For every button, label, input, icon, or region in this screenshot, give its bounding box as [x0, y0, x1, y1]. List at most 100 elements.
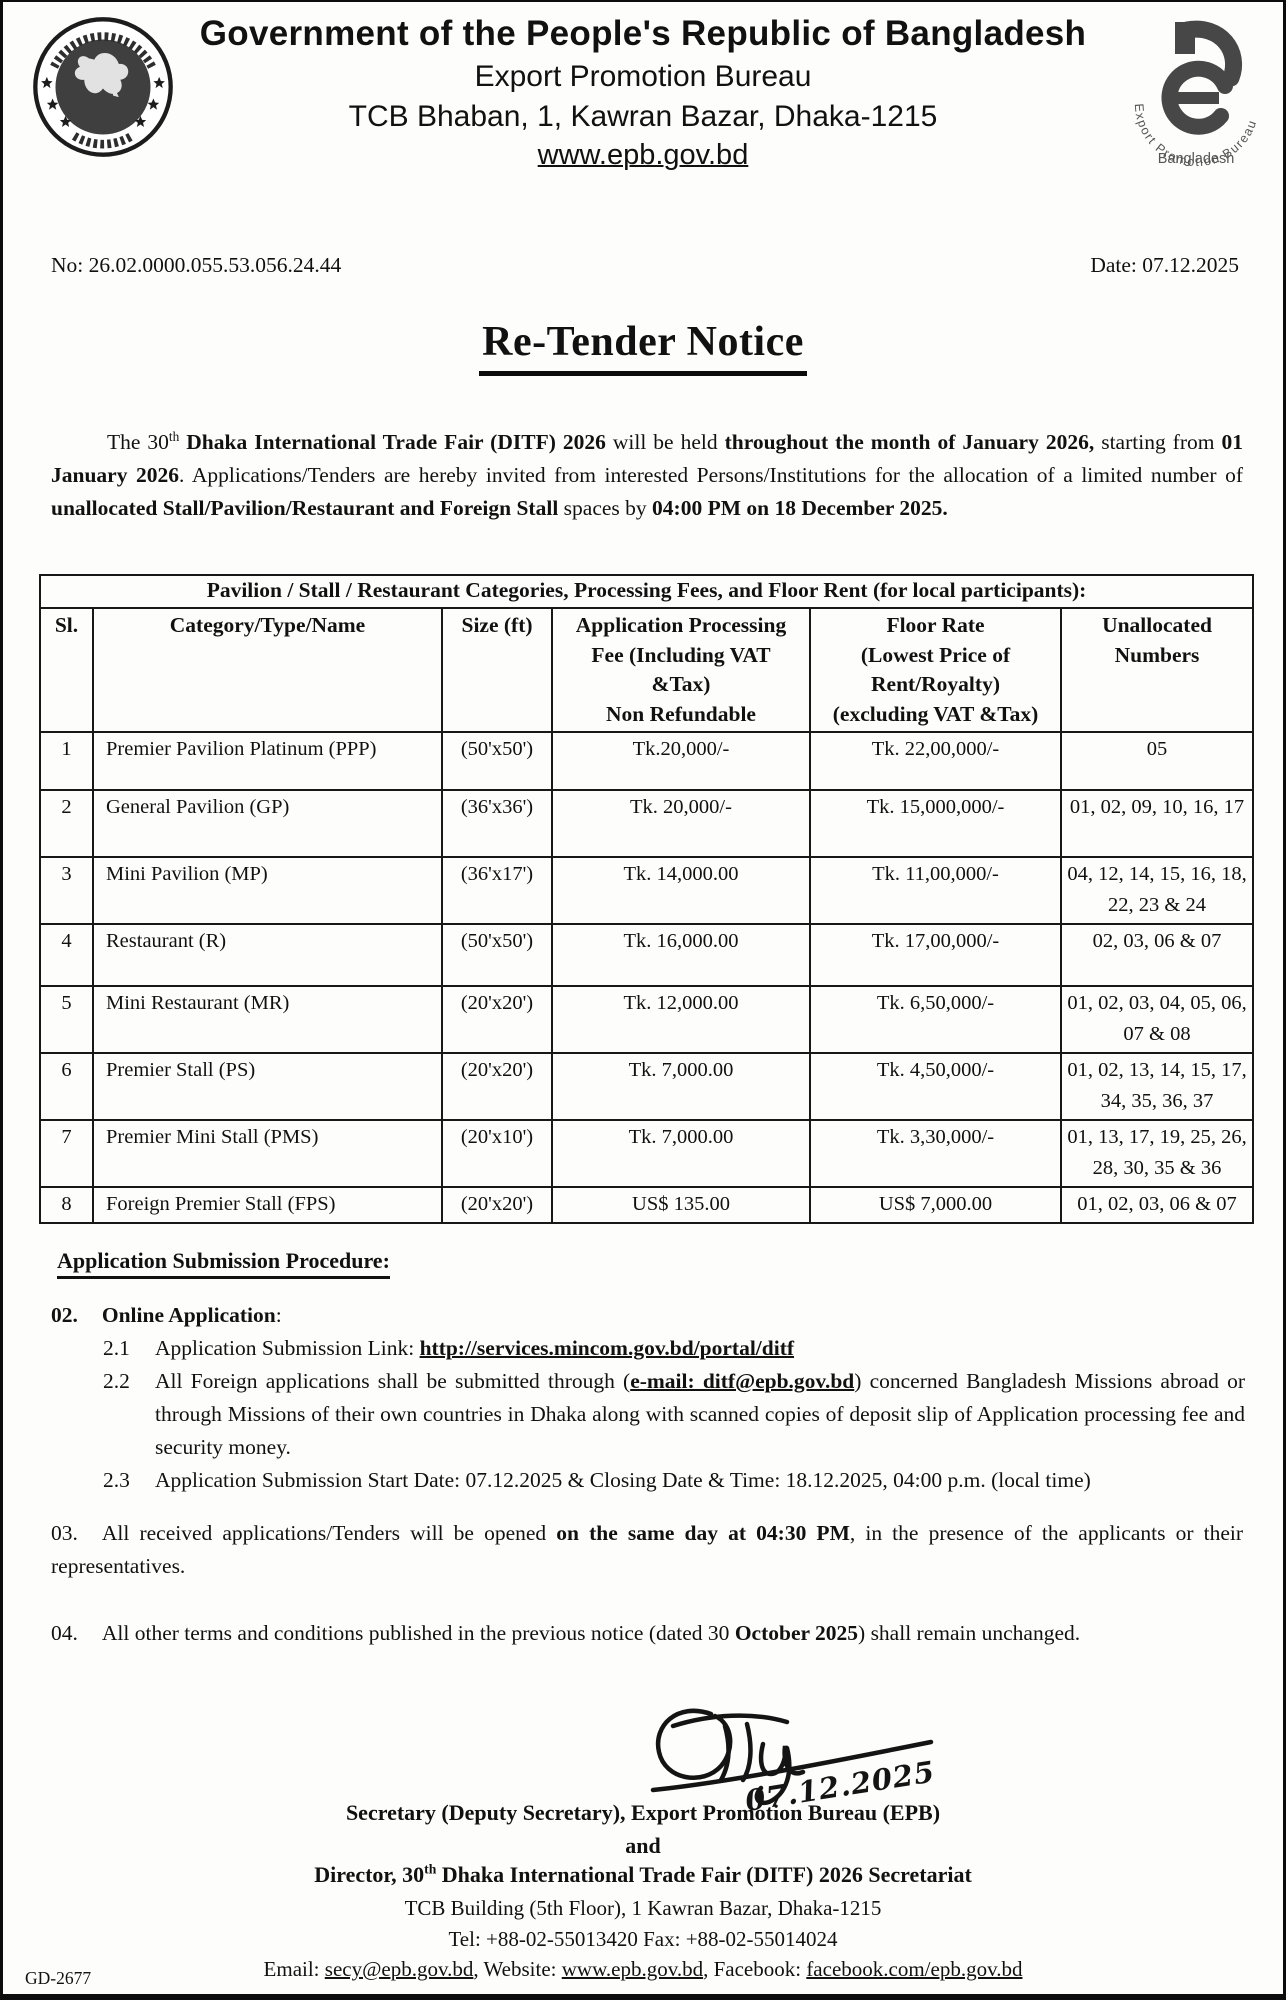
item-number: 2.1 [103, 1336, 130, 1360]
cell-fee: Tk. 20,000/- [551, 789, 811, 858]
categories-table: Pavilion / Stall / Restaurant Categories… [38, 574, 1255, 1224]
cell-category: Premier Pavilion Platinum (PPP) [92, 731, 443, 791]
cell-size: (50'x50') [441, 731, 553, 791]
col-header-floor-line: (excluding VAT &Tax) [832, 701, 1039, 726]
col-header-category: Category/Type/Name [92, 607, 443, 733]
cell-unallocated: 01, 02, 03, 04, 05, 06, 07 & 08 [1059, 985, 1255, 1054]
cell-floor-rate: Tk. 3,30,000/- [809, 1119, 1062, 1188]
cell-category: Restaurant (R) [92, 923, 443, 987]
title-wrap: Re-Tender Notice [3, 318, 1283, 376]
table-row: 6 Premier Stall (PS) (20'x20') Tk. 7,000… [39, 1052, 1255, 1121]
secretary-email-link[interactable]: secy@epb.gov.bd [324, 1957, 474, 1981]
item-number: 04. [51, 1621, 78, 1645]
signatory-text: Director, 30 [314, 1862, 425, 1887]
cell-fee: Tk. 7,000.00 [551, 1052, 811, 1121]
item-text: ) concerned Bangladesh Missions abroad o… [155, 1369, 1245, 1459]
signatory-line-2: Director, 30th Dhaka International Trade… [3, 1862, 1283, 1888]
cell-floor-rate: Tk. 17,00,000/- [809, 923, 1062, 987]
table-header-row: Sl. Category/Type/Name Size (ft) Applica… [39, 607, 1255, 733]
cell-unallocated: 05 [1059, 731, 1255, 791]
col-header-floor-line: Floor Rate [886, 613, 985, 637]
bureau-address: TCB Bhaban, 1, Kawran Bazar, Dhaka-1215 [348, 100, 938, 133]
intro-bold: throughout the month of January 2026, [724, 430, 1095, 454]
col-header-size: Size (ft) [441, 607, 553, 733]
cell-category: Mini Restaurant (MR) [92, 985, 443, 1054]
procedure-item-04: 04. All other terms and conditions publis… [51, 1617, 1243, 1650]
procedure-item-2-1: 2.1 Application Submission Link: http://… [103, 1332, 1245, 1365]
cell-sl: 7 [39, 1119, 94, 1188]
intro-text: spaces by [558, 496, 653, 520]
item-text: All other terms and conditions published… [101, 1621, 735, 1645]
cell-sl: 6 [39, 1052, 94, 1121]
item-text: Application Submission Link: [155, 1336, 420, 1360]
cell-sl: 3 [39, 856, 94, 925]
cell-unallocated: 01, 13, 17, 19, 25, 26, 28, 30, 35 & 36 [1059, 1119, 1255, 1188]
table-caption: Pavilion / Stall / Restaurant Categories… [38, 574, 1255, 609]
procedure-item-02: 02. Online Application: [51, 1299, 1243, 1332]
intro-bold: Dhaka International Trade Fair (DITF) 20… [179, 430, 606, 454]
cell-floor-rate: Tk. 22,00,000/- [809, 731, 1062, 791]
col-header-unalloc-line: Numbers [1114, 642, 1200, 667]
col-header-fee-line: Non Refundable [606, 701, 756, 726]
col-header-floor-line: Rent/Royalty) [871, 672, 1000, 696]
ditf-email-link[interactable]: e-mail: ditf@epb.gov.bd [630, 1369, 855, 1393]
cell-fee: Tk. 14,000.00 [551, 856, 811, 925]
epb-logo-country-text: Bangladesh [1158, 151, 1235, 167]
table-row: 3 Mini Pavilion (MP) (36'x17') Tk. 14,00… [39, 856, 1255, 925]
item-text: Application Submission Start Date: 07.12… [155, 1468, 1091, 1492]
col-header-fee: Application Processing Fee (Including VA… [551, 607, 811, 733]
ordinal-sup: th [168, 428, 180, 444]
table-row: 1 Premier Pavilion Platinum (PPP) (50'x5… [39, 731, 1255, 791]
cell-sl: 5 [39, 985, 94, 1054]
item-text: , in the presence of the applicants or t… [51, 1521, 1243, 1578]
cell-sl: 4 [39, 923, 94, 987]
footer-contact-line: Email: secy@epb.gov.bd, Website: www.epb… [3, 1957, 1283, 1982]
intro-bold: 04:00 PM on 18 December 2025. [652, 496, 948, 520]
procedure-item-2-2: 2.2 All Foreign applications shall be su… [103, 1365, 1245, 1464]
item-bold: October 2025 [734, 1621, 859, 1645]
submission-portal-link[interactable]: http://services.mincom.gov.bd/portal/dit… [419, 1336, 795, 1360]
intro-text: The 30 [107, 430, 169, 454]
table-row: 4 Restaurant (R) (50'x50') Tk. 16,000.00… [39, 923, 1255, 987]
item-colon: : [275, 1303, 282, 1327]
cell-category: General Pavilion (GP) [92, 789, 443, 858]
cell-sl: 1 [39, 731, 94, 791]
table-row: 2 General Pavilion (GP) (36'x36') Tk. 20… [39, 789, 1255, 858]
item-label: Online Application [101, 1303, 276, 1327]
epb-logo-icon: Export Promotion Bureau Bangladesh [1132, 20, 1258, 169]
col-header-floor-line: (Lowest Price of [860, 642, 1011, 667]
procedure-item-2-3: 2.3 Application Submission Start Date: 0… [103, 1464, 1245, 1497]
cell-size: (50'x50') [441, 923, 553, 987]
government-title: Government of the People's Republic of B… [199, 14, 1087, 53]
intro-text: will be held [605, 430, 725, 454]
col-header-sl: Sl. [39, 607, 94, 733]
facebook-link[interactable]: facebook.com/epb.gov.bd [806, 1957, 1023, 1981]
col-header-unallocated: Unallocated Numbers [1059, 607, 1255, 733]
table-row: 8 Foreign Premier Stall (FPS) (20'x20') … [39, 1186, 1255, 1224]
cell-sl: 8 [39, 1186, 94, 1224]
footer-address: TCB Building (5th Floor), 1 Kawran Bazar… [404, 1896, 882, 1920]
cell-floor-rate: US$ 7,000.00 [809, 1186, 1062, 1224]
gd-number: GD-2677 [25, 1968, 92, 1988]
table-row: 7 Premier Mini Stall (PMS) (20'x10') Tk.… [39, 1119, 1255, 1188]
website-link[interactable]: www.epb.gov.bd [537, 139, 749, 171]
cell-floor-rate: Tk. 15,000,000/- [809, 789, 1062, 858]
intro-text: . Applications/Tenders are hereby invite… [179, 463, 1243, 487]
cell-fee: Tk. 16,000.00 [551, 923, 811, 987]
cell-size: (36'x17') [441, 856, 553, 925]
item-number: 03. [51, 1521, 78, 1545]
footer-website-link[interactable]: www.epb.gov.bd [561, 1957, 704, 1981]
cell-fee: US$ 135.00 [551, 1186, 811, 1224]
table-caption-row: Pavilion / Stall / Restaurant Categories… [38, 574, 1255, 609]
cell-fee: Tk. 12,000.00 [551, 985, 811, 1054]
intro-paragraph: The 30th Dhaka International Trade Fair … [51, 426, 1243, 525]
notice-date: Date: 07.12.2025 [1090, 253, 1239, 277]
website-label: , Website: [473, 1957, 562, 1981]
signatory-conjunction: and [625, 1833, 661, 1858]
cell-unallocated: 04, 12, 14, 15, 16, 18, 22, 23 & 24 [1059, 856, 1255, 925]
cell-unallocated: 01, 02, 13, 14, 15, 17, 34, 35, 36, 37 [1059, 1052, 1255, 1121]
cell-category: Foreign Premier Stall (FPS) [92, 1186, 443, 1224]
cell-fee: Tk. 7,000.00 [551, 1119, 811, 1188]
reference-row: No: 26.02.0000.055.53.056.24.44 Date: 07… [51, 253, 1239, 278]
